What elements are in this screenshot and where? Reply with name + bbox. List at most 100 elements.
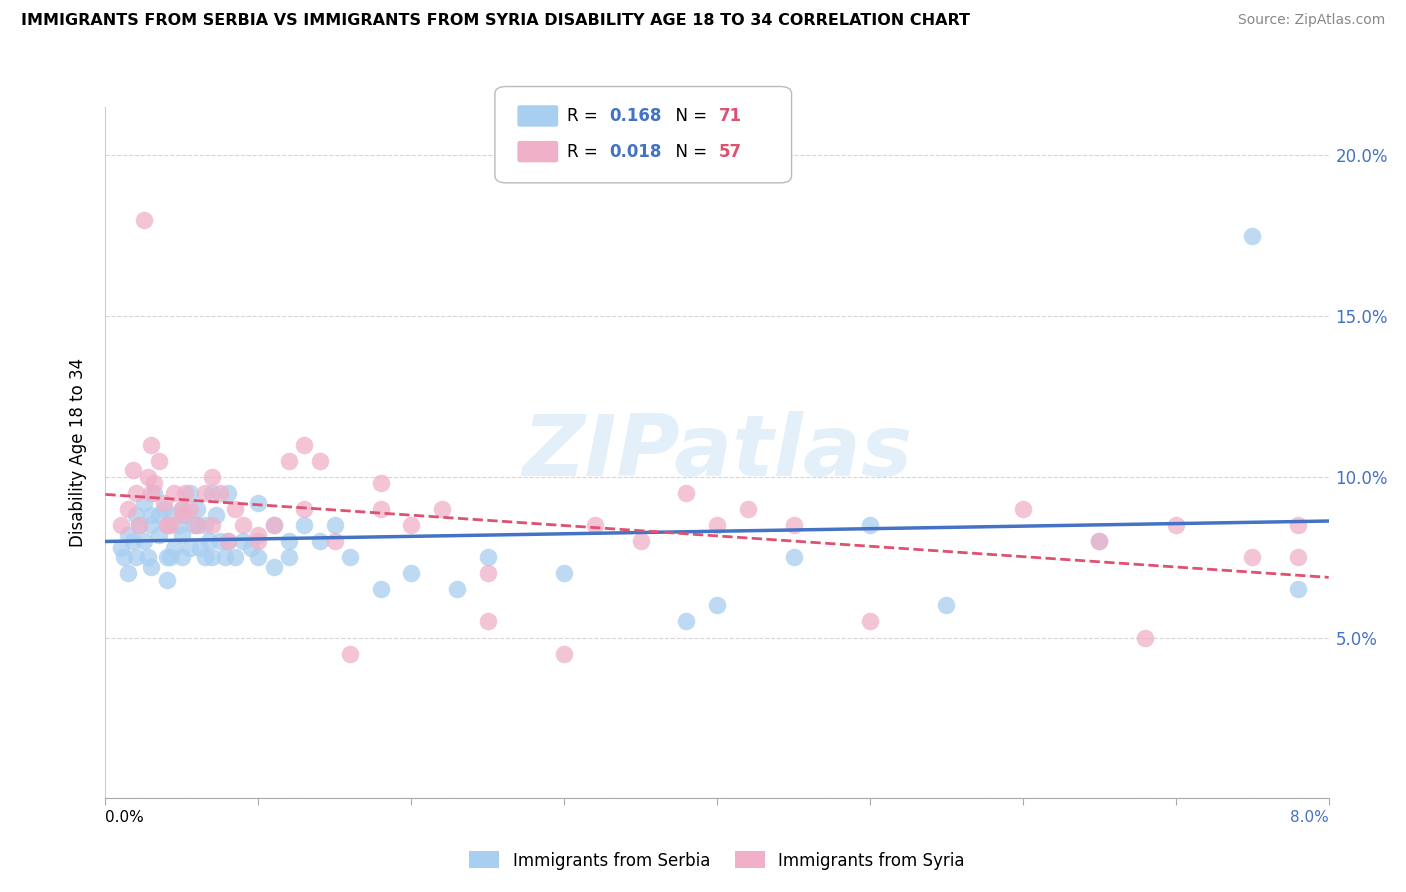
Point <box>117 502 139 516</box>
Point <box>339 550 361 565</box>
Point <box>201 518 224 533</box>
Point <box>263 518 285 533</box>
Point <box>278 550 301 565</box>
Point <box>292 437 315 451</box>
Point <box>263 518 285 533</box>
Point <box>156 550 179 565</box>
Point <box>174 486 197 500</box>
Point <box>247 527 270 541</box>
Point <box>401 566 423 581</box>
Point <box>224 550 246 565</box>
Point <box>179 502 201 516</box>
Text: 71: 71 <box>718 107 741 125</box>
Point <box>935 599 957 613</box>
Point <box>370 502 392 516</box>
Point <box>148 454 170 468</box>
Text: IMMIGRANTS FROM SERBIA VS IMMIGRANTS FROM SYRIA DISABILITY AGE 18 TO 34 CORRELAT: IMMIGRANTS FROM SERBIA VS IMMIGRANTS FRO… <box>21 13 970 29</box>
Point <box>174 508 197 523</box>
Point <box>156 518 179 533</box>
Point <box>675 486 697 500</box>
Point <box>782 550 804 565</box>
Point <box>401 518 423 533</box>
Point <box>156 518 179 533</box>
Point <box>706 518 728 533</box>
Point <box>198 534 221 549</box>
Text: N =: N = <box>665 143 713 161</box>
Point <box>141 559 163 574</box>
Point <box>278 454 301 468</box>
Point <box>1088 534 1111 549</box>
Point <box>339 647 361 661</box>
Point <box>1164 518 1187 533</box>
Point <box>110 518 132 533</box>
Text: R =: R = <box>567 143 603 161</box>
Point <box>159 518 181 533</box>
Point <box>430 502 453 516</box>
Point <box>125 486 148 500</box>
Point <box>737 502 759 516</box>
Y-axis label: Disability Age 18 to 34: Disability Age 18 to 34 <box>69 358 87 548</box>
Point <box>477 566 499 581</box>
Point <box>859 518 882 533</box>
Point <box>308 454 330 468</box>
Point <box>117 566 139 581</box>
Point <box>224 502 246 516</box>
Point <box>1241 550 1264 565</box>
Point <box>247 534 270 549</box>
Point <box>143 476 166 491</box>
Point <box>128 518 150 533</box>
Point <box>112 550 135 565</box>
Point <box>1241 228 1264 243</box>
Point <box>446 582 468 597</box>
Legend: Immigrants from Serbia, Immigrants from Syria: Immigrants from Serbia, Immigrants from … <box>470 851 965 870</box>
Point <box>159 550 181 565</box>
Point <box>143 486 166 500</box>
Point <box>217 534 239 549</box>
Point <box>232 518 254 533</box>
Point <box>170 508 193 523</box>
Point <box>167 518 190 533</box>
Point <box>186 518 208 533</box>
Point <box>141 437 163 451</box>
Point <box>706 599 728 613</box>
Point <box>156 573 179 587</box>
Point <box>630 534 652 549</box>
Text: R =: R = <box>567 107 603 125</box>
Point <box>1133 631 1156 645</box>
Point <box>209 534 232 549</box>
Point <box>136 470 159 484</box>
Text: 0.168: 0.168 <box>609 107 661 125</box>
Point <box>141 518 163 533</box>
Text: 57: 57 <box>718 143 741 161</box>
Point <box>136 550 159 565</box>
Point <box>179 486 201 500</box>
Point <box>232 534 254 549</box>
Text: N =: N = <box>665 107 713 125</box>
Point <box>179 541 201 555</box>
Point <box>125 508 148 523</box>
Point <box>292 518 315 533</box>
Point <box>553 647 575 661</box>
Point <box>122 463 145 477</box>
Text: Source: ZipAtlas.com: Source: ZipAtlas.com <box>1237 13 1385 28</box>
Point <box>1286 518 1309 533</box>
Point <box>188 541 211 555</box>
Point <box>247 550 270 565</box>
Text: 8.0%: 8.0% <box>1289 810 1329 825</box>
Point <box>186 518 208 533</box>
Point <box>170 502 193 516</box>
Point <box>110 541 132 555</box>
Point <box>194 518 217 533</box>
Point <box>308 534 330 549</box>
Point <box>239 541 262 555</box>
Point <box>217 486 239 500</box>
Point <box>247 495 270 509</box>
Point <box>859 615 882 629</box>
Point <box>209 486 232 500</box>
Point <box>141 486 163 500</box>
Point <box>170 550 193 565</box>
Point <box>152 502 174 516</box>
Point <box>152 495 174 509</box>
Point <box>148 527 170 541</box>
Point <box>553 566 575 581</box>
